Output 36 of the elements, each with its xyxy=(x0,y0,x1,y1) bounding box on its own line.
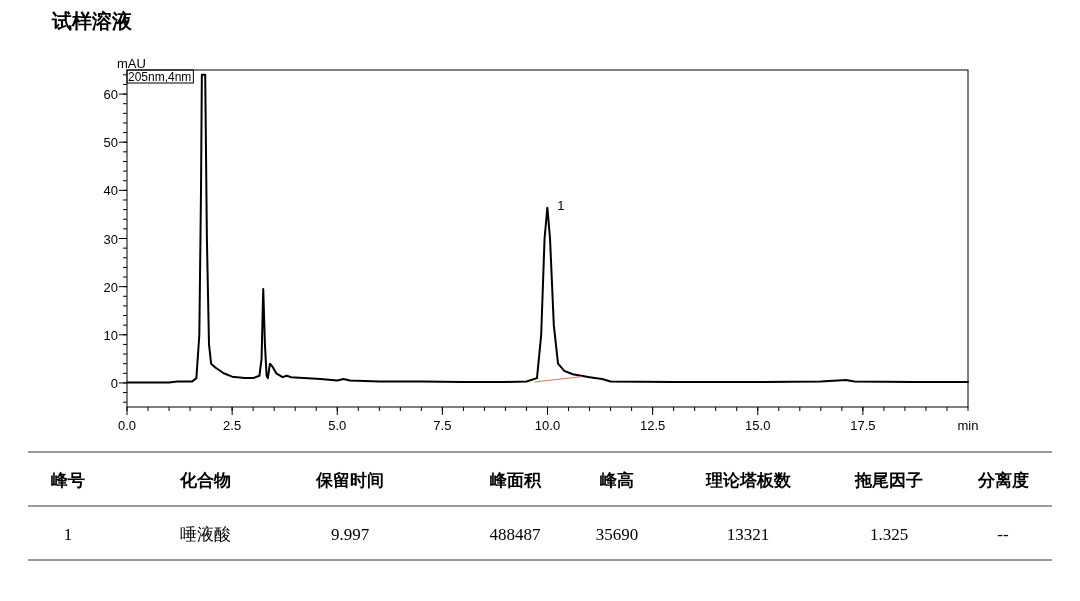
text: 9.997 xyxy=(330,525,370,544)
x-tick-label: 0.0 xyxy=(117,418,137,433)
chart-title: 试样溶液 xyxy=(51,10,133,32)
y-tick-label: 10 xyxy=(103,327,118,343)
text: 保留时间 xyxy=(315,471,384,490)
y-tick-label: 50 xyxy=(103,135,118,151)
text: 35690 xyxy=(595,525,639,544)
x-tick-label: 7.5 xyxy=(433,418,452,433)
text: 峰高 xyxy=(600,471,634,490)
annotation: 1 xyxy=(557,197,565,213)
text: 化合物 xyxy=(178,471,231,490)
x-tick-label: 5.0 xyxy=(328,418,347,433)
x-tick-label: 15.0 xyxy=(745,418,771,433)
text: 13321 xyxy=(726,525,770,544)
y-tick-label: 60 xyxy=(103,87,118,103)
text: 分离度 xyxy=(976,471,1029,490)
x-tick-label: 2.5 xyxy=(223,418,242,433)
text: -- xyxy=(997,525,1009,544)
text: 峰面积 xyxy=(489,471,542,490)
y-tick-label: 30 xyxy=(103,231,118,247)
text: 1.325 xyxy=(869,525,909,544)
y-tick-label: 20 xyxy=(103,279,118,295)
x-axis-title: min xyxy=(957,418,979,433)
text: 理论塔板数 xyxy=(704,471,792,490)
y-tick-label: 0 xyxy=(110,375,118,391)
text: 峰号 xyxy=(51,471,85,490)
y-axis-title: mAU xyxy=(117,56,146,71)
text: 488487 xyxy=(489,525,541,544)
annotation: 205nm,4nm xyxy=(128,70,192,84)
text: 1 xyxy=(63,525,73,544)
x-tick-label: 10.0 xyxy=(534,418,561,433)
text: 唾液酸 xyxy=(179,525,231,544)
x-tick-label: 12.5 xyxy=(639,418,666,433)
x-tick-label: 17.5 xyxy=(850,418,876,433)
y-tick-label: 40 xyxy=(103,183,118,199)
text: 拖尾因子 xyxy=(854,471,923,490)
